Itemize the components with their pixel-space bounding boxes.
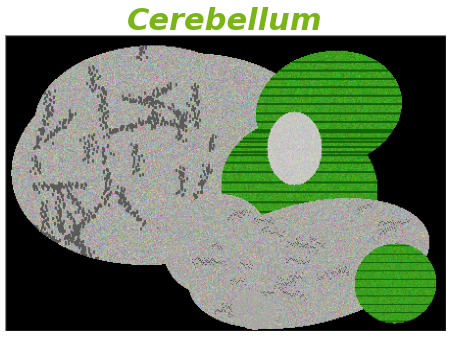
Text: Cerebellum: Cerebellum	[127, 7, 323, 37]
